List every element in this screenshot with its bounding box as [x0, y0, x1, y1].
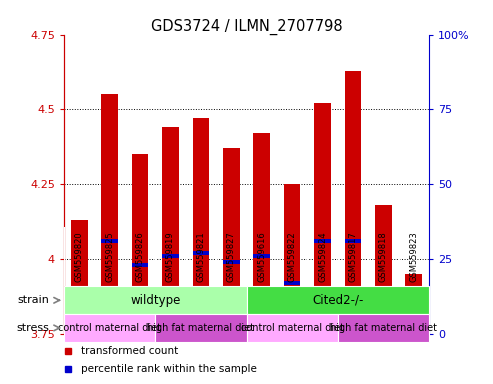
- Bar: [223, 148, 240, 334]
- Bar: [64, 314, 155, 342]
- Bar: [132, 154, 148, 334]
- Bar: [71, 220, 88, 334]
- Bar: [345, 71, 361, 334]
- Text: control maternal diet: control maternal diet: [58, 323, 161, 333]
- Text: Cited2-/-: Cited2-/-: [312, 294, 363, 307]
- Bar: [405, 274, 422, 334]
- Bar: [193, 118, 209, 334]
- Bar: [375, 205, 391, 334]
- Bar: [314, 239, 331, 243]
- Text: wildtype: wildtype: [130, 294, 180, 307]
- Text: GSM559818: GSM559818: [379, 232, 388, 283]
- Text: high fat maternal diet: high fat maternal diet: [330, 323, 437, 333]
- Text: control maternal diet: control maternal diet: [241, 323, 344, 333]
- Bar: [64, 286, 246, 314]
- Bar: [246, 314, 338, 342]
- Text: high fat maternal diet: high fat maternal diet: [147, 323, 254, 333]
- Bar: [162, 127, 179, 334]
- Text: stress: stress: [16, 323, 49, 333]
- Text: GSM559827: GSM559827: [227, 232, 236, 283]
- Bar: [193, 251, 209, 255]
- Text: GSM559826: GSM559826: [136, 232, 144, 283]
- Bar: [314, 103, 331, 334]
- Bar: [102, 94, 118, 334]
- Bar: [253, 133, 270, 334]
- Bar: [375, 293, 391, 297]
- Text: percentile rank within the sample: percentile rank within the sample: [80, 364, 256, 374]
- Bar: [253, 254, 270, 258]
- Bar: [246, 286, 429, 314]
- Text: GSM559823: GSM559823: [409, 232, 418, 283]
- Bar: [102, 239, 118, 243]
- Bar: [71, 296, 88, 300]
- Text: GSM559822: GSM559822: [287, 232, 297, 282]
- Text: GSM559825: GSM559825: [105, 232, 114, 282]
- Text: GSM559616: GSM559616: [257, 232, 266, 283]
- Bar: [223, 260, 240, 264]
- Text: GSM559819: GSM559819: [166, 232, 175, 282]
- Bar: [162, 254, 179, 258]
- Bar: [284, 281, 300, 285]
- Bar: [155, 314, 246, 342]
- Title: GDS3724 / ILMN_2707798: GDS3724 / ILMN_2707798: [151, 18, 342, 35]
- Text: GSM559817: GSM559817: [349, 232, 357, 283]
- Bar: [338, 314, 429, 342]
- Text: strain: strain: [17, 295, 49, 305]
- Bar: [405, 326, 422, 330]
- Bar: [132, 263, 148, 267]
- Bar: [345, 239, 361, 243]
- Text: GSM559821: GSM559821: [196, 232, 206, 282]
- Bar: [284, 184, 300, 334]
- Text: GSM559824: GSM559824: [318, 232, 327, 282]
- Text: transformed count: transformed count: [80, 346, 178, 356]
- Text: GSM559820: GSM559820: [75, 232, 84, 282]
